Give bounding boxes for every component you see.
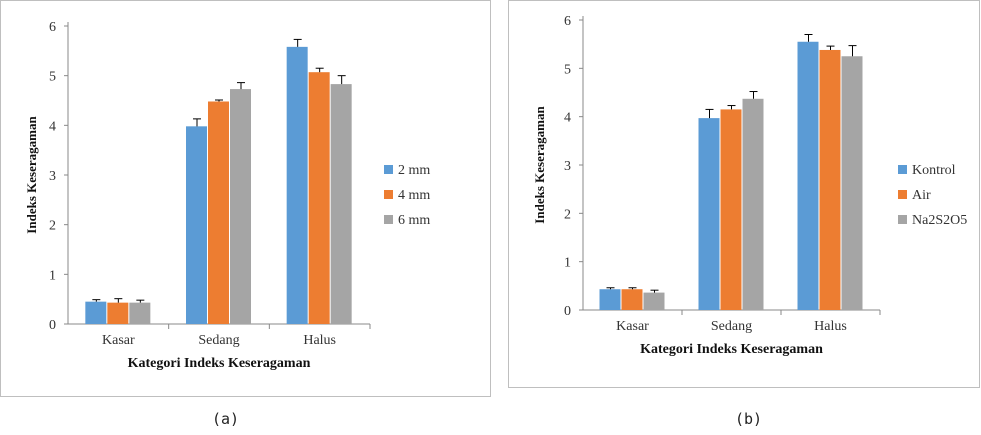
bar xyxy=(230,89,251,325)
bar xyxy=(85,301,107,324)
y-tick-label: 0 xyxy=(49,318,56,333)
y-tick-label: 2 xyxy=(564,207,571,222)
legend-swatch xyxy=(898,190,907,199)
x-tick-label: Kasar xyxy=(102,333,135,348)
legend-label: 6 mm xyxy=(398,213,430,228)
bar xyxy=(186,126,207,325)
chart-frame xyxy=(508,0,980,388)
bar-chart-b: 0 1 2 3 4 5 6 Kasar Sedang Halus Kategori Indeks K… xyxy=(508,0,980,388)
y-axis-title: Indeks Keseragaman xyxy=(24,116,39,234)
y-tick-label: 3 xyxy=(564,159,571,174)
legend-swatch xyxy=(898,215,907,224)
bar xyxy=(797,41,819,310)
bar xyxy=(621,289,643,310)
legend-label: Na2S2O5 xyxy=(912,213,967,228)
chart-panel-a: 0 1 2 3 4 5 6 Kasar Sedang Halus Kategori Indeks K… xyxy=(0,0,500,405)
chart-frame xyxy=(0,0,491,397)
chart-panel-b: 0 1 2 3 4 5 6 Kasar Sedang Halus Kategori Indeks K… xyxy=(508,0,981,405)
x-axis-title: Kategori Indeks Keseragaman xyxy=(640,342,823,357)
legend-swatch xyxy=(384,190,393,199)
y-tick-label: 6 xyxy=(564,14,571,29)
x-tick-label: Halus xyxy=(303,333,336,348)
bar xyxy=(698,118,720,310)
x-tick-label: Kasar xyxy=(616,319,649,334)
legend-swatch xyxy=(384,165,393,174)
legend-label: 2 mm xyxy=(398,163,430,178)
bar xyxy=(107,302,129,324)
y-tick-label: 0 xyxy=(564,304,571,319)
bar xyxy=(819,49,841,310)
legend-label: 4 mm xyxy=(398,188,430,203)
y-tick-label: 1 xyxy=(49,268,56,283)
bar xyxy=(330,84,352,324)
y-axis-title: Indeks Keseragaman xyxy=(532,106,547,224)
x-axis-title: Kategori Indeks Keseragaman xyxy=(128,356,311,371)
y-tick-label: 1 xyxy=(564,256,571,271)
y-tick-label: 5 xyxy=(49,70,56,85)
panel-caption-b: (b) xyxy=(735,410,763,428)
bar xyxy=(308,72,330,324)
bar xyxy=(742,98,764,311)
y-tick-label: 6 xyxy=(49,20,56,35)
bar xyxy=(286,46,308,325)
x-tick-label: Sedang xyxy=(198,333,239,348)
legend-label: Kontrol xyxy=(912,163,956,178)
bar-chart-a: 0 1 2 3 4 5 6 Kasar Sedang Halus Kategori Indeks K… xyxy=(0,0,491,397)
bar xyxy=(841,56,863,310)
y-tick-label: 4 xyxy=(49,119,56,134)
x-tick-label: Halus xyxy=(814,319,847,334)
bar xyxy=(208,101,229,324)
y-tick-label: 4 xyxy=(564,111,571,126)
legend-swatch xyxy=(384,215,393,224)
legend-label: Air xyxy=(912,188,931,203)
legend-swatch xyxy=(898,165,907,174)
bar xyxy=(599,289,621,310)
bar xyxy=(720,109,742,311)
panel-caption-a: (a) xyxy=(212,410,240,428)
bar xyxy=(129,302,151,324)
bar xyxy=(643,292,665,310)
y-tick-label: 5 xyxy=(564,62,571,77)
x-tick-label: Sedang xyxy=(711,319,752,334)
y-tick-label: 3 xyxy=(49,169,56,184)
y-tick-label: 2 xyxy=(49,219,56,234)
